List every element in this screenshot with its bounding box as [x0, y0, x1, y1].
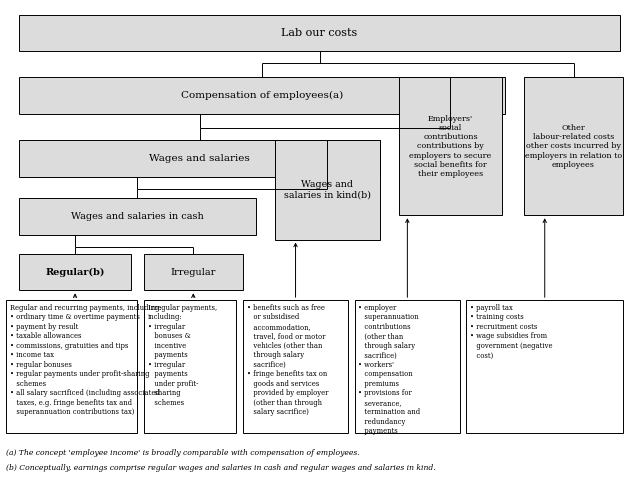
- Bar: [144, 300, 236, 433]
- Bar: [19, 198, 256, 235]
- Text: Wages and salaries in cash: Wages and salaries in cash: [71, 212, 204, 221]
- Text: Irregular payments,
including:
• irregular
   bonuses &
   incentive
   payments: Irregular payments, including: • irregul…: [148, 304, 217, 407]
- Bar: [19, 140, 380, 177]
- Bar: [524, 77, 623, 215]
- Bar: [144, 254, 243, 290]
- Text: • payroll tax
• training costs
• recruitment costs
• wage subsidies from
   gove: • payroll tax • training costs • recruit…: [470, 304, 553, 360]
- Bar: [19, 254, 131, 290]
- Bar: [399, 77, 502, 215]
- Text: Regular(b): Regular(b): [45, 268, 105, 277]
- Bar: [466, 300, 623, 433]
- Bar: [6, 300, 137, 433]
- Text: Wages and salaries: Wages and salaries: [150, 154, 250, 163]
- Text: Employers'
social
contributions
contributions by
employers to secure
social bene: Employers' social contributions contribu…: [410, 115, 491, 178]
- Bar: [19, 77, 505, 114]
- Text: Lab our costs: Lab our costs: [281, 28, 358, 38]
- Bar: [355, 300, 460, 433]
- Text: Compensation of employees(a): Compensation of employees(a): [181, 91, 343, 100]
- Text: • employer
   superannuation
   contributions
   (other than
   through salary
 : • employer superannuation contributions …: [358, 304, 420, 436]
- Text: (b) Conceptually, earnings comprise regular wages and salaries in cash and regul: (b) Conceptually, earnings comprise regu…: [6, 464, 436, 472]
- Text: Irregular: Irregular: [171, 268, 216, 277]
- Text: Regular and recurring payments, including:
• ordinary time & overtime payments
•: Regular and recurring payments, includin…: [10, 304, 162, 416]
- Bar: [243, 300, 348, 433]
- Text: (a) The concept 'employee income' is broadly comparable with compensation of emp: (a) The concept 'employee income' is bro…: [6, 449, 360, 457]
- Text: Wages and
salaries in kind(b): Wages and salaries in kind(b): [284, 180, 371, 200]
- Text: • benefits such as free
   or subsidised
   accommodation,
   travel, food or mo: • benefits such as free or subsidised ac…: [247, 304, 328, 416]
- Bar: [275, 140, 380, 240]
- Bar: [19, 15, 620, 51]
- Text: Other
labour-related costs
other costs incurred by
employers in relation to
empl: Other labour-related costs other costs i…: [525, 124, 622, 169]
